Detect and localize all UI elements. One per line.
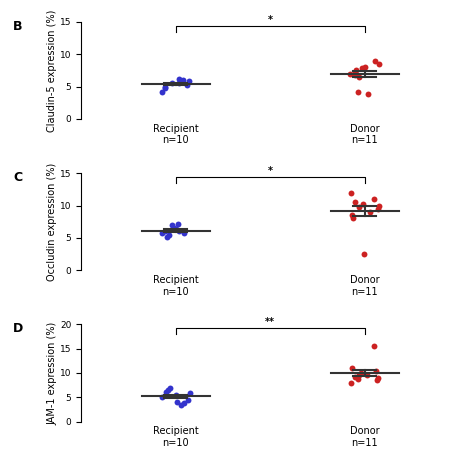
Point	[351, 69, 359, 76]
Point	[162, 84, 169, 92]
Point	[185, 78, 193, 85]
Point	[180, 400, 188, 407]
Text: *: *	[267, 166, 273, 176]
Point	[351, 71, 359, 79]
Point	[349, 215, 357, 222]
Point	[348, 212, 356, 219]
Point	[172, 226, 180, 233]
Point	[371, 57, 378, 64]
Text: **: **	[265, 317, 275, 327]
Point	[366, 208, 374, 216]
Point	[375, 60, 383, 68]
Point	[174, 220, 182, 227]
Point	[179, 76, 186, 84]
Point	[351, 199, 358, 206]
Point	[355, 73, 363, 81]
Point	[355, 203, 363, 211]
Point	[173, 398, 181, 406]
Point	[165, 231, 173, 238]
Text: B: B	[13, 20, 23, 33]
Point	[354, 375, 361, 382]
Point	[370, 195, 378, 203]
Point	[161, 228, 168, 235]
Point	[158, 394, 165, 401]
Point	[175, 80, 182, 87]
Point	[164, 386, 172, 394]
Point	[347, 379, 355, 387]
Y-axis label: Claudin-5 expression (%): Claudin-5 expression (%)	[47, 9, 57, 131]
Point	[175, 76, 182, 83]
Point	[361, 250, 368, 258]
Point	[364, 372, 371, 379]
Point	[352, 67, 360, 74]
Point	[375, 202, 383, 209]
Point	[362, 63, 369, 71]
Point	[186, 390, 193, 397]
Point	[355, 88, 362, 95]
Point	[181, 229, 188, 237]
Point	[166, 384, 173, 391]
Point	[359, 65, 366, 72]
Text: C: C	[13, 171, 22, 184]
Point	[158, 88, 166, 95]
Point	[168, 80, 175, 87]
Text: *: *	[267, 15, 273, 25]
Point	[374, 205, 382, 213]
Point	[177, 401, 184, 408]
Point	[173, 391, 180, 399]
Point	[162, 83, 169, 90]
Y-axis label: JAM-1 expression (%): JAM-1 expression (%)	[47, 321, 57, 425]
Point	[175, 228, 182, 235]
Point	[183, 81, 191, 89]
Point	[162, 389, 170, 396]
Point	[158, 229, 166, 237]
Point	[352, 373, 359, 381]
Point	[374, 374, 382, 382]
Point	[359, 200, 366, 208]
Point	[371, 343, 378, 350]
Point	[374, 376, 381, 384]
Point	[346, 70, 354, 77]
Point	[184, 396, 192, 403]
Point	[373, 367, 380, 374]
Point	[357, 369, 365, 377]
Point	[348, 364, 356, 372]
Point	[178, 78, 186, 86]
Y-axis label: Occludin expression (%): Occludin expression (%)	[47, 163, 57, 281]
Point	[163, 233, 170, 240]
Point	[347, 189, 355, 196]
Point	[356, 372, 363, 379]
Point	[171, 225, 178, 232]
Point	[364, 91, 372, 98]
Point	[168, 221, 175, 229]
Text: D: D	[13, 322, 23, 336]
